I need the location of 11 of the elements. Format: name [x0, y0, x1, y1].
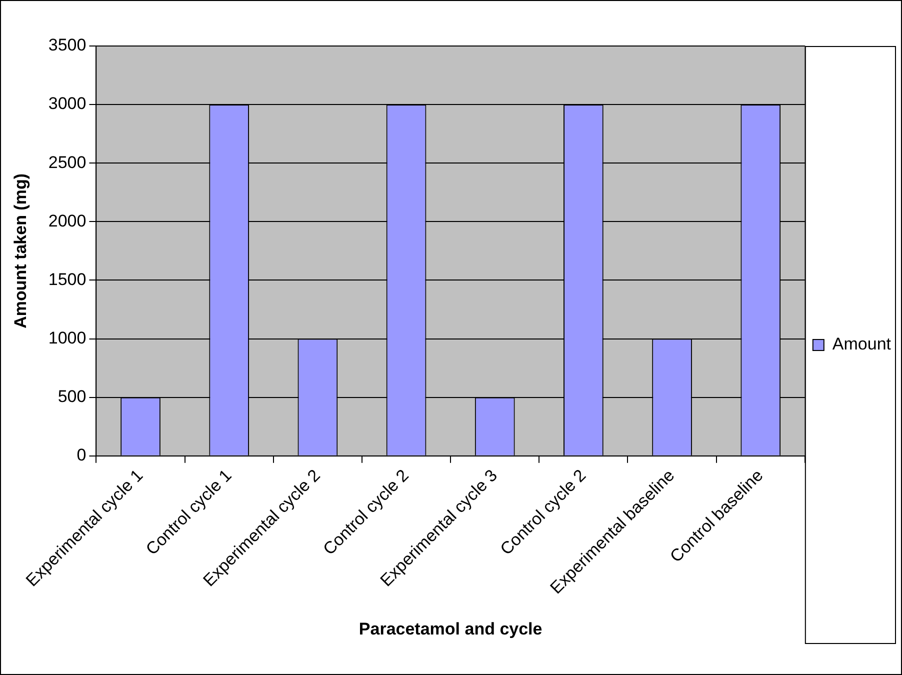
y-tick-label: 500	[58, 387, 86, 406]
y-tick-label: 2000	[48, 211, 86, 230]
y-tick-label: 2500	[48, 152, 86, 172]
y-tick-label: 0	[76, 446, 86, 465]
y-axis-title: Amount taken (mg)	[10, 174, 30, 328]
legend-label: Amount	[832, 334, 892, 354]
y-tick-label: 3500	[48, 36, 86, 55]
y-tick-label: 1000	[48, 328, 86, 348]
y-tick-label: 1500	[48, 270, 86, 289]
x-axis-title: Paracetamol and cycle	[358, 619, 542, 638]
y-tick-label: 3000	[48, 94, 86, 114]
